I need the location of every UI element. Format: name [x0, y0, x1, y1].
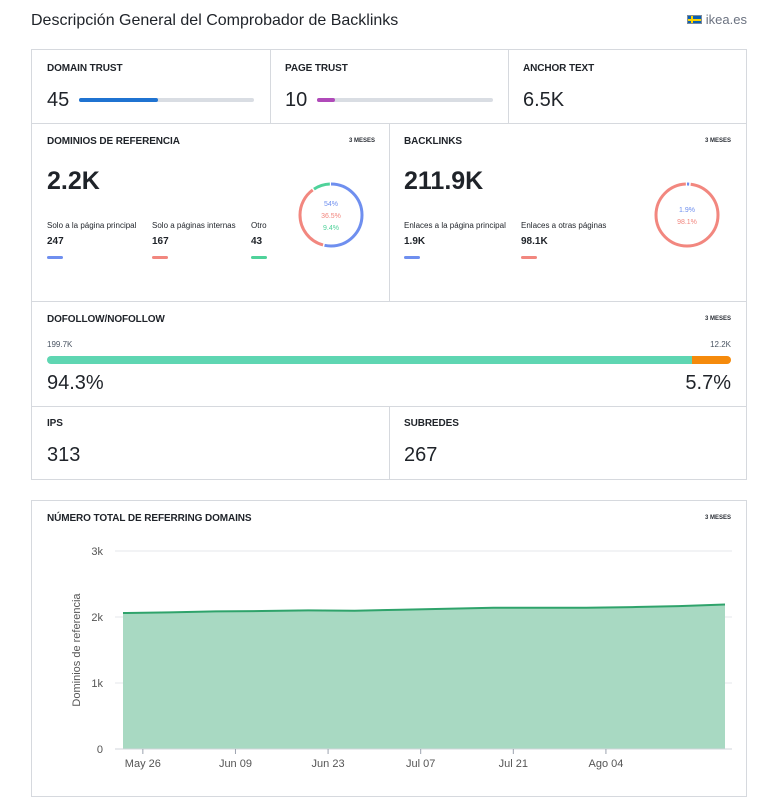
backlinks-donut-slice	[654, 182, 720, 248]
x-tick-label: Jun 09	[219, 758, 252, 770]
referring-domains-area-chart: 0 1k 2k 3k May 26 Jun 09 Jun 23 Jul 07 Jul 21 Ago…	[71, 546, 732, 770]
referring-domains-donut-slice-label: 36.5%	[321, 213, 341, 220]
divider	[389, 123, 390, 301]
page-title: Descripción General del Comprobador de B…	[31, 12, 399, 29]
bl-home-swatch	[404, 256, 420, 259]
anchor-text-value: 6.5K	[523, 89, 565, 111]
x-tick-label: Jun 23	[312, 758, 345, 770]
backlinks-label: BACKLINKS	[404, 136, 462, 147]
ref-internal-swatch	[152, 256, 168, 259]
period-label: 3 MESES	[349, 138, 376, 144]
dofollow-nofollow-bar	[47, 356, 731, 364]
ref-home-label: Solo a la página principal	[47, 221, 137, 230]
divider	[32, 301, 746, 302]
dofollow-count: 199.7K	[47, 340, 73, 349]
bl-other-value: 98.1K	[521, 236, 548, 247]
bl-other-label: Enlaces a otras páginas	[521, 221, 607, 230]
domain-trust-value: 45	[47, 89, 70, 111]
period-label: 3 MESES	[705, 515, 732, 521]
domain-selector[interactable]: ikea.es	[686, 12, 747, 27]
ips-label: IPS	[47, 418, 63, 429]
backlinks-donut-slice-label: 1.9%	[679, 207, 695, 214]
referring-domains-chart-panel: NÚMERO TOTAL DE REFERRING DOMAINS 3 MESE…	[31, 500, 747, 797]
dofollow-label: DOFOLLOW/NOFOLLOW	[47, 314, 165, 325]
y-tick-label: 3k	[91, 546, 103, 558]
ref-home-value: 247	[47, 236, 64, 247]
ips-value: 313	[47, 444, 81, 466]
page-trust-label: PAGE TRUST	[285, 63, 348, 74]
subnets-label: SUBREDES	[404, 418, 459, 429]
referring-domains-donut-slice-label: 54%	[324, 201, 338, 208]
referring-domains-donut-slice	[298, 182, 364, 248]
referring-domains-donut-slice	[298, 182, 364, 248]
domain-trust-label: DOMAIN TRUST	[47, 63, 123, 74]
ref-internal-label: Solo a páginas internas	[152, 221, 236, 230]
referring-domains-donut-slice-label: 9.4%	[323, 225, 339, 232]
bl-home-label: Enlaces a la página principal	[404, 221, 506, 230]
period-label: 3 MESES	[705, 138, 732, 144]
backlinks-total: 211.9K	[404, 167, 484, 195]
page-trust-value: 10	[285, 89, 308, 111]
referring-domains-total: 2.2K	[47, 167, 100, 195]
spain-flag-icon	[686, 15, 702, 24]
nofollow-segment	[692, 356, 731, 364]
ref-other-value: 43	[251, 236, 263, 247]
period-label: 3 MESES	[705, 316, 732, 322]
domain-trust-bar-fill	[79, 98, 158, 102]
bl-other-swatch	[521, 256, 537, 259]
bl-home-value: 1.9K	[404, 236, 426, 247]
x-tick-label: Jul 21	[499, 758, 528, 770]
domain-trust-bar	[79, 98, 254, 102]
divider	[508, 50, 509, 123]
backlinks-donut-slice-label: 98.1%	[677, 219, 697, 226]
domain-name: ikea.es	[705, 12, 747, 27]
ref-other-swatch	[251, 256, 267, 259]
subnets-value: 267	[404, 444, 438, 466]
dofollow-segment	[47, 356, 692, 364]
chart-title: NÚMERO TOTAL DE REFERRING DOMAINS	[47, 513, 252, 524]
backlinks-donut-slice	[654, 182, 720, 248]
dofollow-percent: 94.3%	[47, 372, 104, 394]
header: Descripción General del Comprobador de B…	[31, 10, 747, 34]
x-tick-label: May 26	[125, 758, 161, 770]
nofollow-percent: 5.7%	[685, 372, 731, 394]
x-tick-label: Jul 07	[406, 758, 435, 770]
divider	[270, 50, 271, 123]
y-tick-label: 2k	[91, 612, 103, 624]
y-axis-label: Dominios de referencia	[71, 593, 83, 707]
ref-internal-value: 167	[152, 236, 169, 247]
area-fill	[123, 604, 725, 749]
ref-home-swatch	[47, 256, 63, 259]
backlinks-donut: 1.9% 98.1%	[654, 182, 720, 248]
referring-domains-donut: 54% 36.5% 9.4%	[298, 182, 364, 248]
page-trust-bar	[317, 98, 493, 102]
ref-other-label: Otro	[251, 221, 267, 230]
x-tick-label: Ago 04	[588, 758, 623, 770]
page-trust-bar-fill	[317, 98, 335, 102]
y-tick-label: 1k	[91, 678, 103, 690]
area-line	[122, 603, 726, 615]
referring-domains-label: DOMINIOS DE REFERENCIA	[47, 136, 180, 147]
anchor-text-label: ANCHOR TEXT	[523, 63, 595, 74]
overview-panel: DOMAIN TRUST 45 PAGE TRUST 10 ANCHOR TEX…	[31, 49, 747, 480]
divider	[389, 406, 390, 479]
y-tick-label: 0	[97, 744, 103, 756]
nofollow-count: 12.2K	[710, 340, 731, 349]
